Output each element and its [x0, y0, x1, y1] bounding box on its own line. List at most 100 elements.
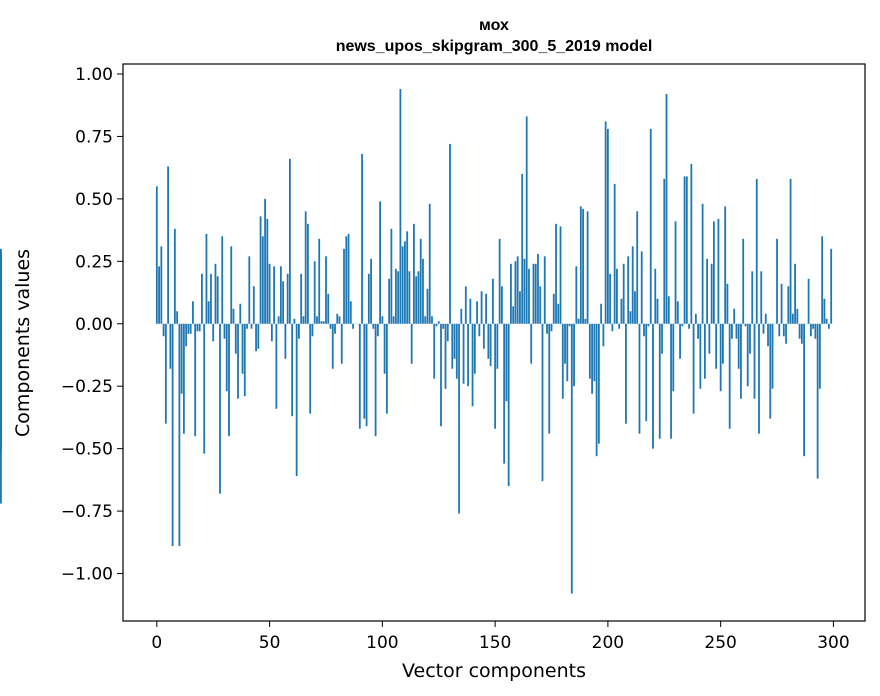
bar: [442, 323, 445, 329]
bar: [309, 323, 312, 414]
bar: [160, 246, 163, 324]
bar: [726, 283, 729, 324]
bar: [223, 323, 226, 339]
x-axis-label: Vector components: [402, 660, 586, 682]
bar: [735, 323, 738, 339]
bar: [755, 178, 758, 324]
bar: [528, 268, 530, 324]
bar: [717, 218, 720, 324]
bar: [437, 321, 440, 324]
bar: [800, 323, 803, 344]
bar: [656, 298, 659, 324]
bars-group: [0, 88, 833, 594]
bar: [638, 323, 641, 434]
bar: [557, 303, 560, 324]
bar: [681, 323, 684, 327]
bar: [667, 296, 670, 324]
bar: [196, 323, 199, 332]
bar: [343, 248, 345, 324]
bar: [277, 316, 280, 324]
x-tick-label: 100: [366, 633, 398, 653]
bar: [404, 241, 406, 324]
bar: [636, 211, 639, 324]
bar: [771, 323, 774, 389]
bar: [807, 278, 810, 324]
bar: [570, 323, 573, 594]
bar: [406, 231, 409, 324]
bar: [794, 263, 796, 324]
bar: [458, 323, 460, 514]
bar: [787, 286, 790, 324]
bar: [279, 266, 282, 324]
bar: [173, 228, 176, 324]
bar: [325, 256, 327, 324]
y-tick-label: 0.75: [75, 127, 113, 147]
bar: [293, 318, 296, 324]
bar: [579, 206, 582, 324]
bar: [383, 323, 386, 374]
bar: [814, 323, 817, 339]
bar: [201, 273, 203, 324]
bar: [352, 323, 354, 329]
bar: [780, 283, 783, 324]
bar: [728, 323, 731, 429]
bar: [534, 263, 537, 324]
bar: [340, 323, 343, 364]
bar: [530, 323, 533, 364]
bar: [334, 323, 336, 334]
bar: [329, 323, 332, 329]
bar: [476, 301, 478, 324]
x-tick-label: 300: [817, 633, 849, 653]
bar: [708, 323, 711, 354]
bar: [620, 298, 623, 324]
bar: [566, 323, 569, 382]
bar: [178, 323, 181, 547]
bar: [252, 286, 255, 324]
bar: [363, 323, 366, 419]
bar: [710, 263, 713, 324]
bar: [205, 233, 208, 324]
bar: [586, 211, 589, 324]
bar: [762, 323, 765, 334]
bar: [591, 323, 593, 394]
bar: [487, 323, 490, 359]
bar: [192, 301, 194, 324]
bar: [629, 311, 632, 324]
bar: [634, 291, 636, 324]
bar: [559, 226, 562, 324]
bar: [399, 88, 402, 324]
bar: [408, 271, 411, 324]
bar: [690, 163, 693, 324]
bar: [500, 286, 503, 324]
bar: [320, 321, 323, 324]
bar: [640, 251, 643, 324]
bar: [489, 323, 492, 367]
bar: [600, 303, 603, 324]
bar: [494, 323, 497, 429]
bar: [433, 323, 436, 379]
bar: [796, 308, 799, 324]
bar: [381, 316, 384, 324]
bar: [830, 248, 833, 324]
bar: [701, 203, 704, 324]
bar: [210, 273, 212, 324]
bar: [609, 273, 612, 324]
bar: [302, 316, 305, 324]
bar: [167, 166, 169, 324]
bar: [426, 288, 429, 324]
bar: [478, 323, 481, 337]
bar: [214, 263, 217, 324]
bar: [300, 273, 303, 324]
bar: [451, 323, 454, 369]
y-tick-label: −0.25: [61, 377, 113, 397]
bar: [679, 323, 681, 359]
bar: [219, 323, 221, 494]
bar: [444, 323, 447, 389]
bar: [525, 116, 528, 324]
plot-frame: [122, 63, 866, 622]
bar: [676, 301, 679, 324]
bar: [597, 323, 600, 444]
bar: [828, 323, 830, 329]
x-tick-label: 200: [592, 633, 624, 653]
bar: [422, 258, 424, 324]
